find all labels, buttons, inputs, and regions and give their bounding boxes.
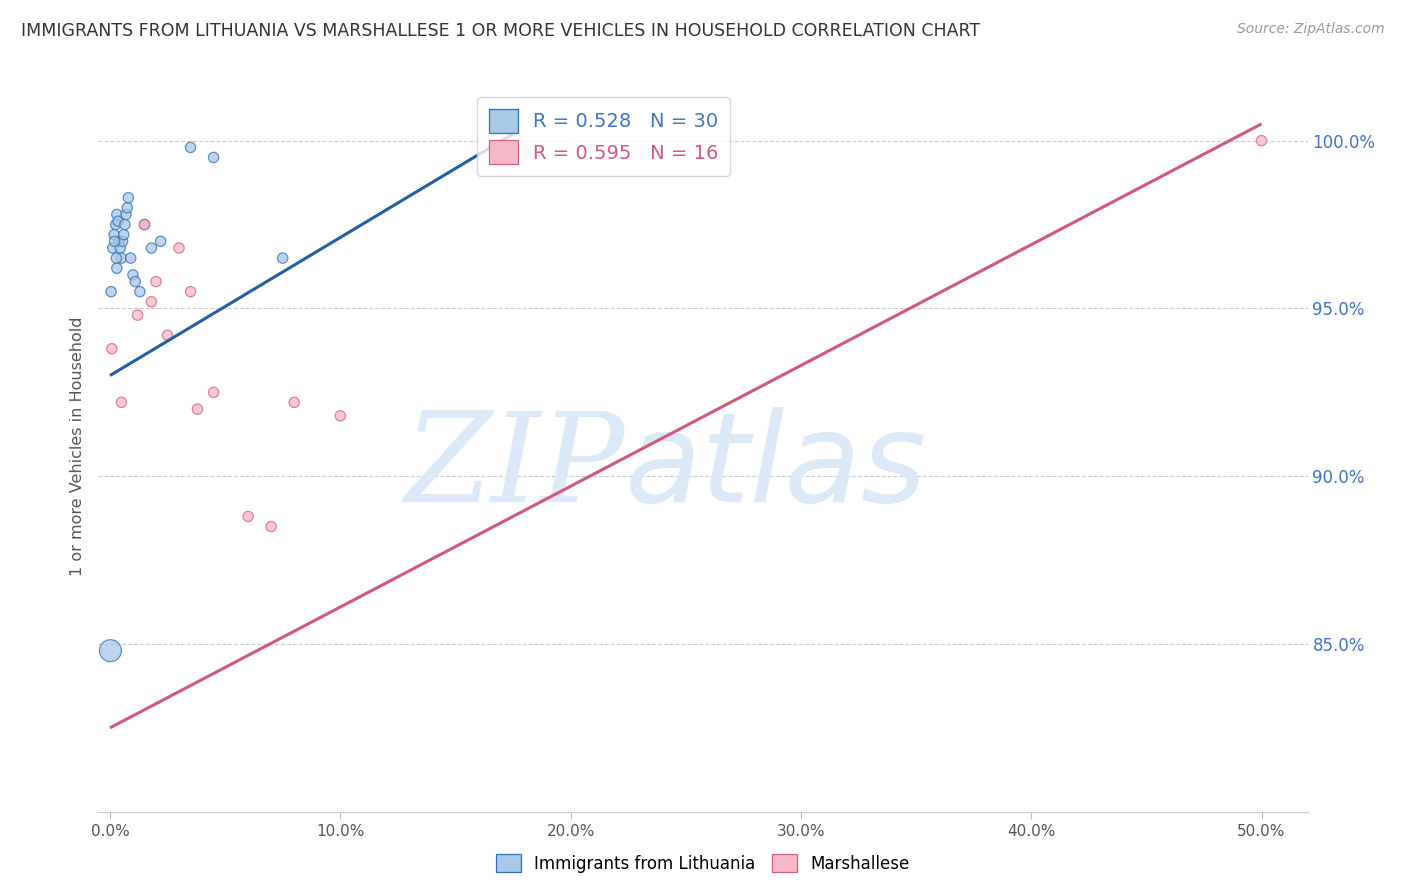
Point (134, 218, 156, 232)
Point (108, 235, 131, 249)
Point (134, 218, 156, 232)
Point (260, 519, 283, 533)
Point (236, 509, 259, 524)
Point (112, 227, 135, 242)
Y-axis label: 1 or more Vehicles in Household: 1 or more Vehicles in Household (70, 317, 86, 575)
Point (100, 643, 122, 657)
Point (105, 261, 128, 276)
Point (115, 201, 138, 215)
Point (110, 251, 132, 265)
Point (124, 275, 146, 289)
Point (180, 285, 202, 299)
Text: atlas: atlas (624, 408, 927, 528)
Point (141, 294, 163, 309)
Point (202, 385, 225, 400)
Point (145, 275, 167, 289)
Point (111, 235, 134, 249)
Legend: R = 0.528   N = 30, R = 0.595   N = 16: R = 0.528 N = 30, R = 0.595 N = 16 (477, 97, 730, 176)
Point (156, 328, 179, 343)
Point (101, 241, 124, 255)
Point (101, 342, 124, 356)
Point (141, 241, 163, 255)
Point (127, 308, 149, 322)
Point (105, 207, 128, 221)
Point (167, 241, 190, 255)
Point (107, 214, 129, 228)
Point (120, 251, 142, 265)
Point (329, 409, 352, 423)
Point (103, 235, 125, 249)
Point (149, 235, 172, 249)
Point (110, 241, 132, 255)
Point (122, 268, 145, 282)
Point (114, 218, 136, 232)
Point (128, 285, 150, 299)
Point (105, 251, 128, 265)
Point (202, 151, 225, 165)
Point (180, 140, 202, 154)
Point (103, 227, 125, 242)
Point (110, 395, 132, 409)
Point (502, 140, 524, 154)
Legend: Immigrants from Lithuania, Marshallese: Immigrants from Lithuania, Marshallese (489, 847, 917, 880)
Point (1250, 134, 1272, 148)
Point (271, 251, 294, 265)
Text: IMMIGRANTS FROM LITHUANIA VS MARSHALLESE 1 OR MORE VEHICLES IN HOUSEHOLD CORRELA: IMMIGRANTS FROM LITHUANIA VS MARSHALLESE… (21, 22, 980, 40)
Text: Source: ZipAtlas.com: Source: ZipAtlas.com (1237, 22, 1385, 37)
Point (115, 207, 138, 221)
Point (104, 218, 127, 232)
Point (117, 191, 139, 205)
Point (100, 285, 122, 299)
Point (283, 395, 305, 409)
Point (186, 402, 208, 417)
Text: ZIP: ZIP (404, 407, 624, 529)
